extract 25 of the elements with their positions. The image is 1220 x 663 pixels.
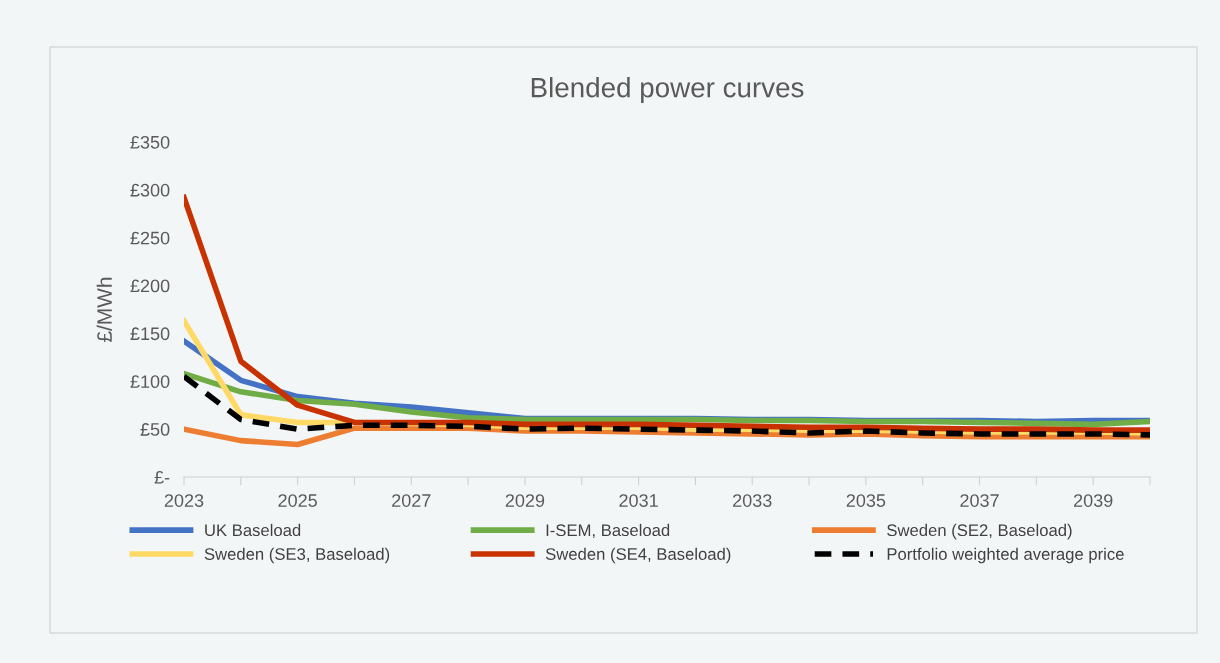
legend-label: Sweden (SE2, Baseload) [887, 523, 1072, 540]
y-tick-label: £350 [130, 135, 170, 149]
y-tick-label: £200 [130, 279, 170, 293]
x-tick-label: 2027 [392, 494, 431, 507]
legend-label: UK Baseload [205, 523, 301, 537]
chart-title: Blended power curves [531, 77, 804, 103]
legend-label: Sweden (SE4, Baseload) [545, 547, 731, 564]
x-tick-label: 2029 [505, 494, 545, 507]
x-tick-label: 2039 [1074, 494, 1113, 507]
x-tick-label: 2035 [846, 494, 886, 507]
legend-label: Portfolio weighted average price [887, 547, 1124, 564]
legend-label: Sweden (SE3, Baseload) [204, 547, 390, 564]
y-axis-title: £/MWh [96, 277, 112, 342]
y-tick-label: £50 [140, 423, 170, 436]
x-tick-label: 2023 [164, 494, 204, 507]
x-tick-label: 2037 [960, 494, 999, 507]
y-tick-label: £250 [130, 231, 170, 245]
y-tick-label: £- [154, 470, 170, 484]
y-tick-label: £100 [130, 375, 170, 389]
x-tick-label: 2025 [278, 494, 317, 507]
y-tick-label: £150 [130, 327, 170, 341]
y-tick-label: £300 [130, 183, 170, 197]
legend-label: I-SEM, Baseload [546, 523, 670, 539]
x-tick-label: 2031 [619, 494, 658, 507]
x-tick-label: 2033 [733, 494, 772, 507]
